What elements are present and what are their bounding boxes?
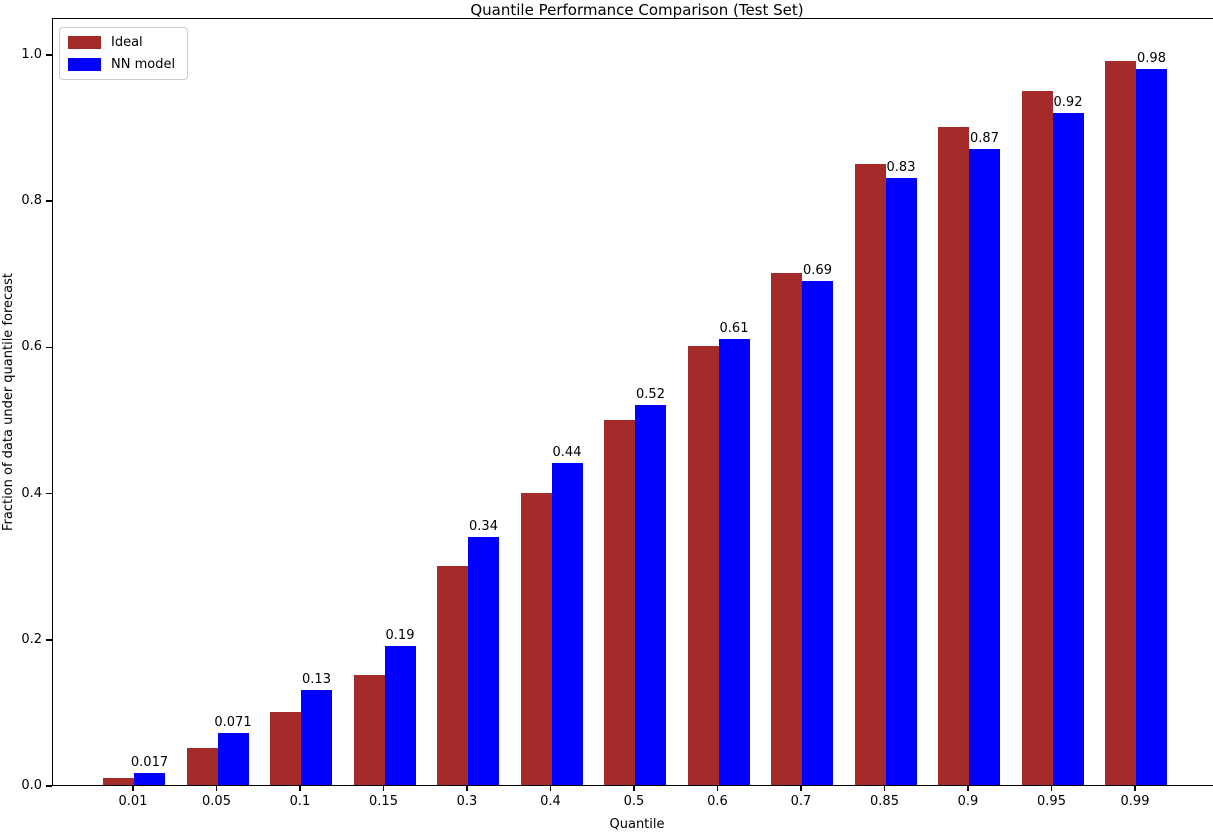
bar-nn-model — [885, 178, 917, 785]
y-tick-label: 0.0 — [21, 778, 42, 793]
legend-item-ideal: Ideal — [68, 35, 175, 50]
legend-item-nn-model: NN model — [68, 57, 175, 72]
bar-ideal — [938, 127, 969, 785]
x-axis-label: Quantile — [609, 817, 665, 832]
x-tick-mark — [883, 786, 886, 791]
x-tick-mark — [716, 786, 719, 791]
bar-nn-model — [217, 733, 249, 785]
x-tick-label: 0.01 — [118, 794, 148, 809]
x-tick-mark — [132, 786, 134, 791]
x-tick-label: 0.99 — [1120, 794, 1150, 809]
bar-value-label: 0.83 — [886, 160, 916, 176]
bar-ideal — [1021, 90, 1053, 785]
bar-nn-model — [969, 149, 1000, 785]
legend-label-nn-model: NN model — [111, 57, 176, 72]
x-tick-mark — [1134, 786, 1136, 791]
x-tick-mark — [549, 786, 552, 791]
x-tick-label: 0.4 — [540, 794, 561, 809]
bar-value-label: 0.13 — [302, 672, 331, 687]
bar-nn-model — [384, 646, 416, 785]
y-tick-mark — [46, 200, 52, 202]
bar-ideal — [1105, 61, 1136, 785]
bar-nn-model — [468, 536, 499, 785]
legend-swatch-nn-model — [68, 58, 101, 71]
x-tick-label: 0.05 — [202, 794, 231, 809]
chart-title: Quantile Performance Comparison (Test Se… — [470, 1, 804, 19]
x-tick-mark — [967, 786, 969, 791]
x-tick-mark — [800, 786, 802, 791]
bar-nn-model — [301, 690, 332, 785]
bar-nn-model — [635, 404, 666, 785]
legend-swatch-ideal — [68, 36, 101, 49]
bar-nn-model — [1136, 68, 1167, 785]
y-tick-mark — [46, 785, 52, 787]
bar-value-label: 0.017 — [130, 754, 169, 770]
x-tick-label: 0.9 — [957, 794, 979, 809]
bar-nn-model — [718, 339, 750, 785]
bar-value-label: 0.69 — [803, 262, 832, 278]
x-tick-mark — [299, 786, 301, 791]
y-tick-label: 0.2 — [21, 631, 42, 647]
y-tick-mark — [46, 639, 52, 641]
x-tick-mark — [382, 786, 385, 791]
bar-value-label: 0.071 — [214, 715, 252, 731]
bar-value-label: 0.92 — [1053, 94, 1083, 110]
x-tick-label: 0.3 — [456, 794, 478, 809]
plot-area: 0.017 0.071 0.13 0.19 0.34 0.44 0.52 0.61 0.69 0.… — [52, 18, 1213, 786]
bar-nn-model — [134, 772, 165, 785]
bar-value-label: 0.34 — [469, 518, 498, 534]
bar-ideal — [103, 777, 134, 785]
bar-ideal — [604, 419, 635, 785]
y-tick-label: 0.8 — [21, 193, 42, 209]
x-tick-label: 0.6 — [707, 794, 728, 809]
bar-ideal — [353, 675, 385, 785]
legend-label-ideal: Ideal — [111, 35, 143, 50]
bar-nn-model — [551, 463, 583, 785]
y-tick-mark — [46, 54, 52, 56]
x-tick-label: 0.7 — [790, 794, 812, 809]
x-tick-mark — [466, 786, 468, 791]
bar-ideal — [186, 748, 218, 785]
x-tick-mark — [633, 786, 635, 791]
bar-nn-model — [802, 280, 833, 785]
legend: Ideal NN model — [59, 27, 189, 80]
y-tick-label: 0.6 — [21, 339, 42, 355]
bar-value-label: 0.87 — [970, 131, 999, 146]
bar-ideal — [687, 346, 719, 785]
y-tick-mark — [46, 492, 52, 495]
bar-value-label: 0.52 — [636, 386, 665, 402]
bar-value-label: 0.19 — [385, 628, 415, 644]
x-tick-label: 0.5 — [623, 794, 645, 809]
bar-ideal — [771, 273, 802, 785]
bar-ideal — [854, 163, 886, 785]
bar-ideal — [270, 711, 301, 785]
x-tick-label: 0.15 — [369, 794, 398, 809]
y-tick-label: 0.4 — [21, 485, 42, 501]
x-tick-mark — [1050, 786, 1053, 791]
x-tick-label: 0.95 — [1037, 794, 1066, 809]
x-tick-mark — [215, 786, 218, 791]
bar-ideal — [520, 492, 552, 785]
bar-ideal — [437, 565, 468, 785]
bar-value-label: 0.98 — [1137, 50, 1166, 66]
y-tick-label: 1.0 — [21, 47, 42, 62]
bar-value-label: 0.44 — [552, 445, 582, 461]
y-tick-mark — [46, 346, 52, 349]
bar-value-label: 0.61 — [719, 321, 749, 337]
x-tick-label: 0.85 — [870, 794, 899, 809]
x-tick-label: 0.1 — [289, 794, 311, 809]
bar-nn-model — [1052, 112, 1084, 785]
